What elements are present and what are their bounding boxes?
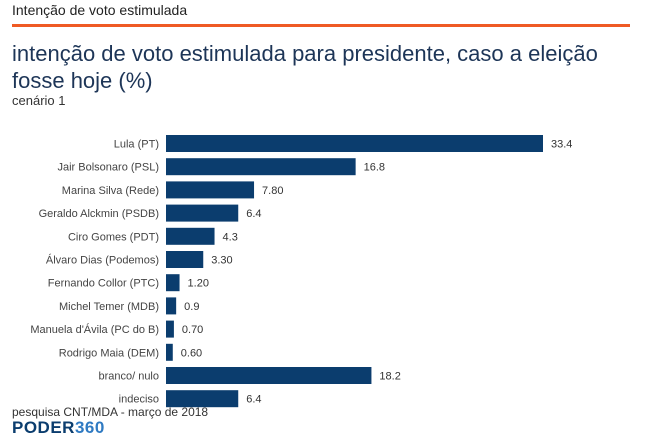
logo-text-poder: PODER (12, 418, 75, 437)
poder360-logo: PODER360 (12, 419, 105, 437)
value-label: 18.2 (379, 371, 400, 383)
category-label: Álvaro Dias (Podemos) (46, 254, 159, 267)
bar (166, 343, 173, 361)
bar (166, 251, 204, 268)
bar (166, 204, 239, 222)
bar (166, 367, 372, 384)
value-label: 1.20 (188, 278, 209, 290)
value-label: 0.70 (182, 324, 203, 336)
value-label: 0.9 (184, 301, 199, 313)
category-label: Geraldo Alckmin (PSDB) (39, 208, 159, 220)
page-header: Intenção de voto estimulada (0, 0, 649, 26)
source-note: pesquisa CNT/MDA - março de 2018 (12, 405, 209, 419)
bar (166, 297, 177, 315)
value-label: 16.8 (364, 162, 385, 174)
category-label: Marina Silva (Rede) (62, 185, 159, 197)
category-label: indeciso (119, 394, 159, 406)
value-label: 0.60 (181, 347, 202, 359)
chart-subtitle: cenário 1 (12, 93, 66, 108)
category-label: branco/ nulo (98, 371, 159, 383)
bar (166, 320, 174, 338)
bar (166, 181, 255, 199)
logo-text-360: 360 (74, 418, 105, 437)
category-label: Jair Bolsonaro (PSL) (58, 162, 160, 174)
bar (166, 227, 215, 245)
accent-divider (12, 24, 630, 27)
bar (166, 390, 239, 408)
value-label: 6.4 (246, 394, 261, 406)
value-label: 4.3 (223, 231, 238, 243)
category-label: Ciro Gomes (PDT) (68, 231, 159, 243)
value-label: 33.4 (551, 139, 572, 151)
bar (166, 135, 543, 152)
value-label: 3.30 (211, 255, 232, 267)
category-label: Michel Temer (MDB) (59, 301, 159, 313)
category-label: Manuela d'Ávila (PC do B) (30, 323, 159, 336)
category-label: Lula (PT) (114, 139, 159, 151)
value-label: 6.4 (246, 208, 261, 220)
category-label: Fernando Collor (PTC) (48, 278, 159, 290)
header-title: Intenção de voto estimulada (12, 2, 188, 18)
bar (166, 274, 180, 292)
value-label: 7.80 (262, 185, 283, 197)
category-label: Rodrigo Maia (DEM) (59, 347, 159, 359)
chart-title: intenção de voto estimulada para preside… (12, 41, 598, 93)
bar (166, 158, 356, 176)
